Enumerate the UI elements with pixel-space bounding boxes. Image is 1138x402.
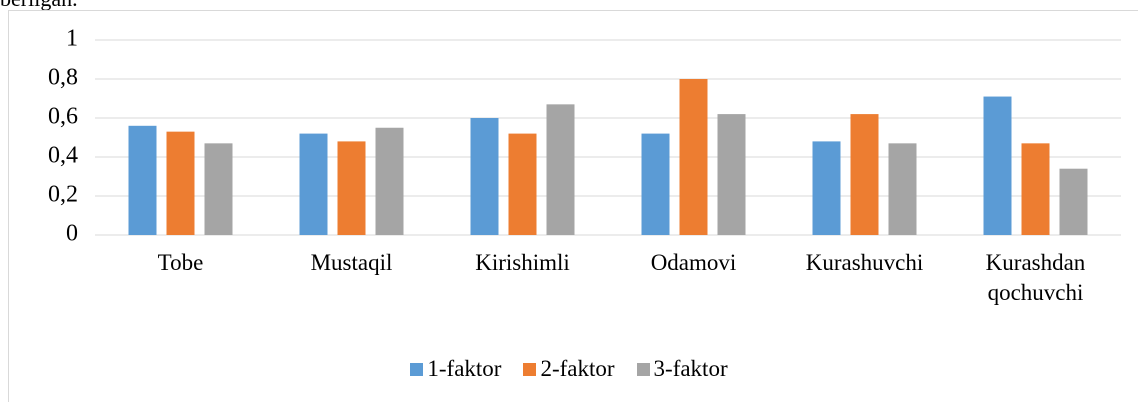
- preceding-text: berilgan.: [0, 0, 78, 12]
- bar: [470, 118, 499, 235]
- legend: 1-faktor 2-faktor 3-faktor: [0, 356, 1138, 382]
- x-tick-label: Kurashuvchi: [805, 250, 924, 275]
- x-tick-label: Kurashdan qochuvchi: [985, 250, 1086, 305]
- legend-item: 1-faktor: [410, 356, 501, 382]
- bar: [888, 143, 917, 235]
- legend-item: 2-faktor: [523, 356, 615, 382]
- bar: [812, 141, 841, 235]
- x-tick-label: Mustaqil: [310, 250, 393, 275]
- legend-label: 2-faktor: [540, 356, 615, 381]
- y-tick-label: 0,8: [48, 65, 78, 91]
- bar: [546, 104, 575, 235]
- x-tick-label: Kirishimli: [475, 250, 570, 275]
- bar: [1059, 168, 1088, 235]
- bar: [850, 114, 879, 235]
- bar: [337, 141, 366, 235]
- legend-label: 3-faktor: [653, 356, 728, 381]
- y-tick-label: 0,2: [48, 182, 78, 208]
- bar: [299, 133, 328, 235]
- legend-swatch: [636, 362, 650, 376]
- legend-label: 1-faktor: [427, 356, 502, 381]
- legend-swatch: [523, 362, 537, 376]
- legend-item: 3-faktor: [636, 356, 728, 382]
- bar: [679, 79, 708, 235]
- y-tick-label: 0,6: [48, 104, 78, 130]
- legend-swatch: [410, 362, 424, 376]
- y-tick-label: 0,4: [48, 143, 78, 169]
- bar: [508, 133, 537, 235]
- x-tick-label: Tobe: [157, 250, 204, 275]
- bar: [375, 127, 404, 235]
- bar: [128, 125, 157, 235]
- bar: [1021, 143, 1050, 235]
- bar: [204, 143, 233, 235]
- bar: [983, 96, 1012, 235]
- bar: [166, 131, 195, 235]
- chart-frame: [8, 10, 1138, 402]
- y-tick-label: 0: [66, 221, 78, 247]
- x-tick-label: Odamovi: [650, 250, 737, 275]
- y-tick-label: 1: [66, 26, 78, 52]
- bar: [641, 133, 670, 235]
- bar: [717, 114, 746, 235]
